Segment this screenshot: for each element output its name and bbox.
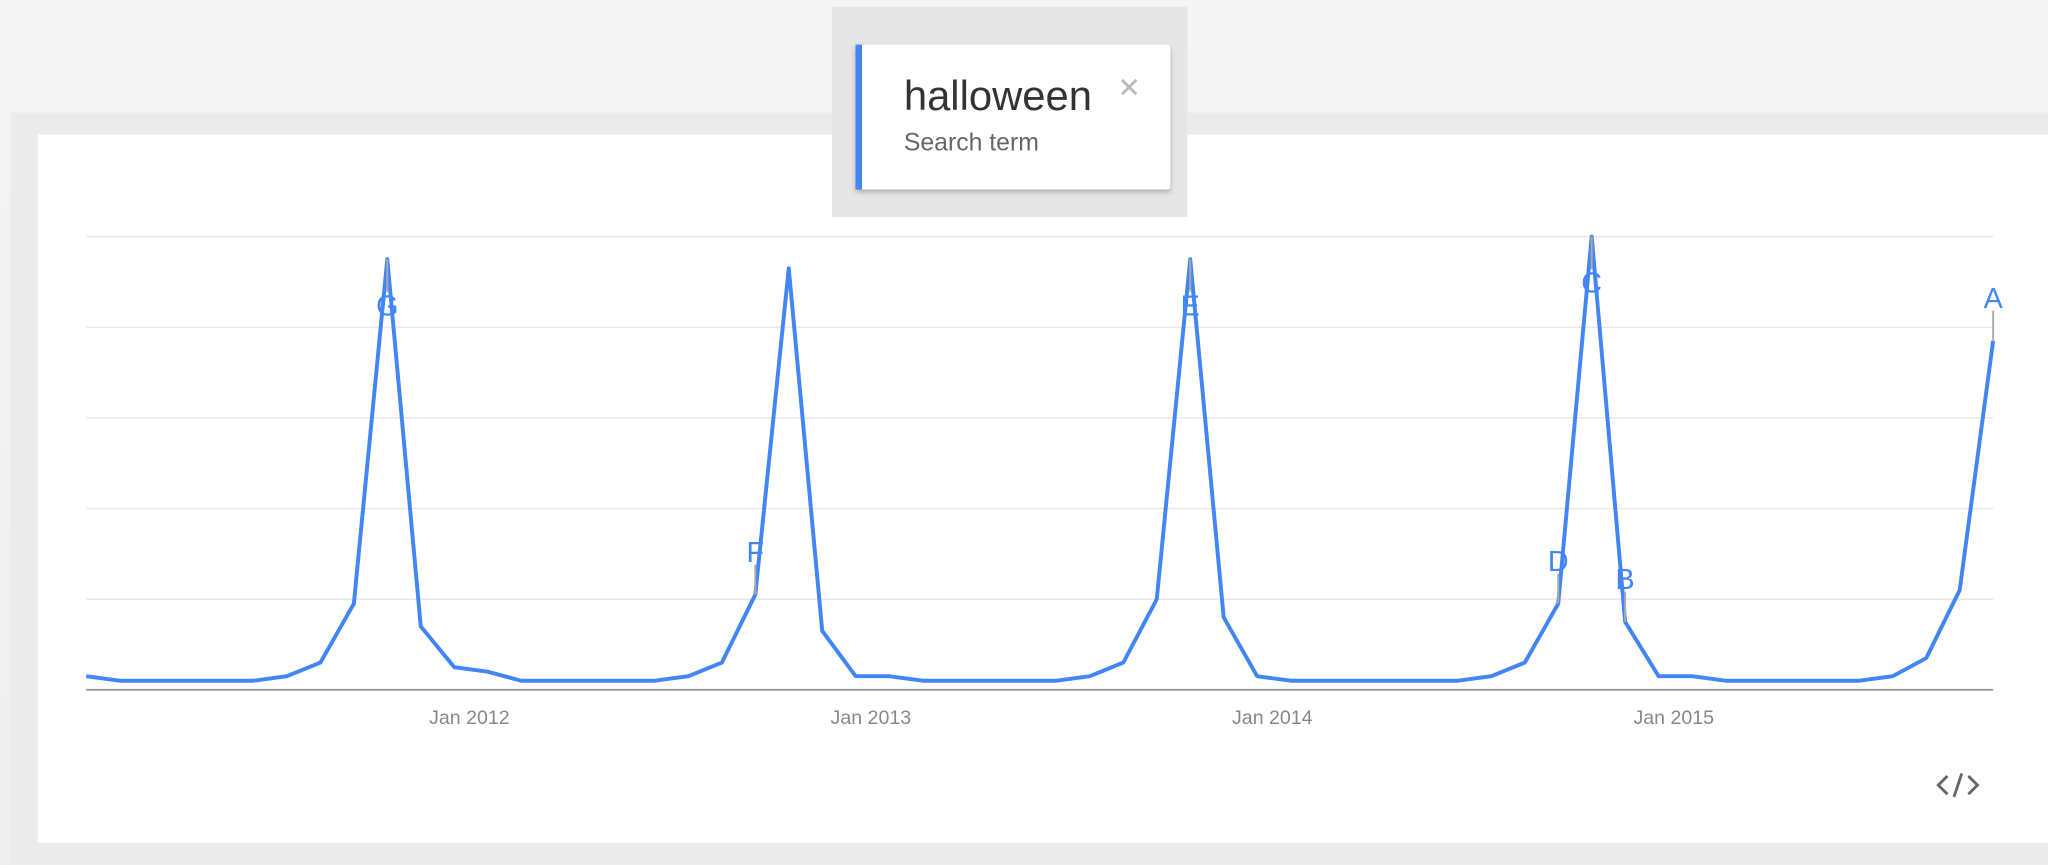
annotation-label: A xyxy=(1984,283,2004,315)
annotation-label: D xyxy=(1548,546,1569,578)
annotation-label: G xyxy=(376,290,398,322)
embed-button[interactable] xyxy=(1936,772,1980,798)
chip-card xyxy=(855,44,1171,190)
x-tick-label: Jan 2014 xyxy=(1232,707,1313,729)
trend-line xyxy=(85,234,1996,683)
search-term: halloween xyxy=(904,72,1092,119)
x-tick-label: Jan 2013 xyxy=(831,707,912,729)
chart-card xyxy=(37,134,2048,843)
annotation-label: F xyxy=(747,537,765,569)
search-chip[interactable]: halloween Search term xyxy=(855,44,1171,190)
close-button[interactable] xyxy=(1120,78,1138,96)
chip-accent xyxy=(855,44,863,190)
annotation-label: E xyxy=(1181,290,1200,322)
x-tick-label: Jan 2015 xyxy=(1633,707,1714,729)
annotation-label: B xyxy=(1616,564,1635,596)
search-caption: Search term xyxy=(904,129,1039,156)
x-tick-label: Jan 2012 xyxy=(429,707,510,729)
plot: Jan 2012 Jan 2013 Jan 2014 Jan 2015 G F E D C B A xyxy=(85,234,2004,729)
annotation-label: C xyxy=(1581,268,1602,300)
